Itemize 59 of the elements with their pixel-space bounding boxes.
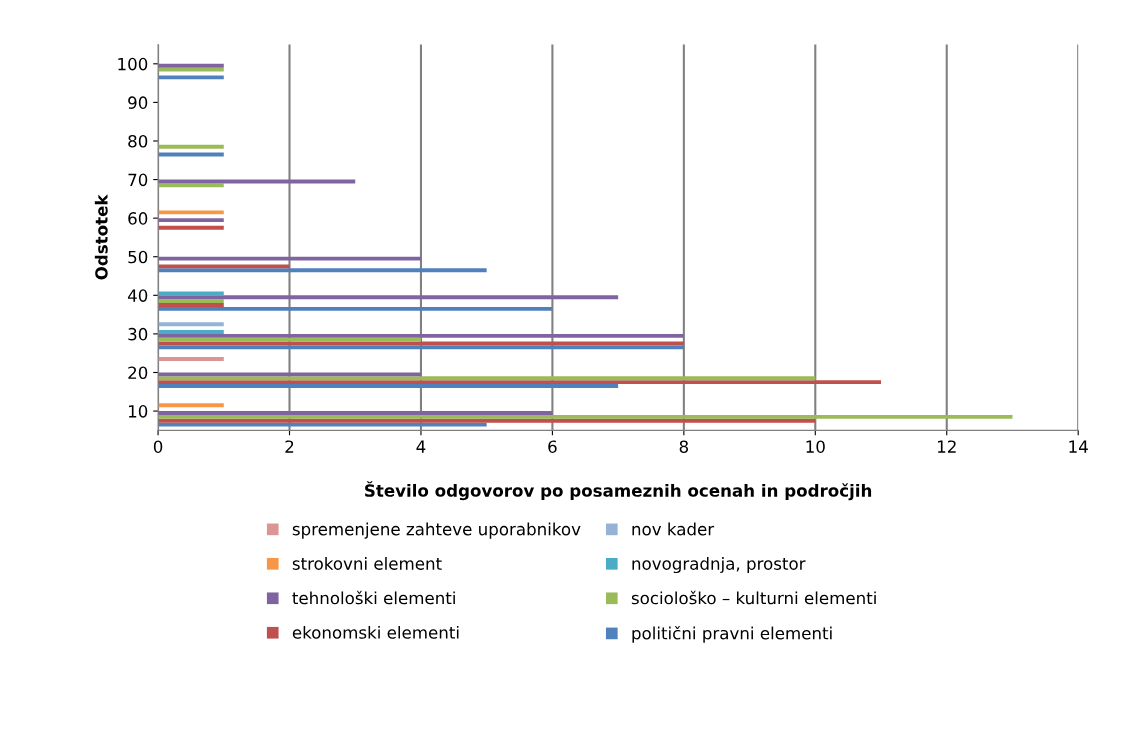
legend-label: nov kader: [632, 522, 715, 536]
x-tick-label: 0: [153, 440, 163, 453]
bar: [158, 384, 619, 388]
y-tick-label: 80: [128, 134, 148, 148]
legend-label: spremenjene zahteve uporabnikov: [292, 522, 581, 539]
bar: [158, 333, 684, 338]
bar: [158, 380, 882, 385]
y-tick-label: 30: [128, 327, 148, 341]
x-tick-label: 14: [1069, 440, 1088, 453]
bar: [158, 330, 224, 334]
bar: [158, 422, 487, 427]
y-axis-title: Odstotek: [94, 194, 108, 280]
legend-label: politični pravni elementi: [632, 625, 832, 643]
bar: [158, 218, 224, 223]
legend-label: tehnološki elementi: [292, 590, 455, 605]
bar: [158, 75, 224, 80]
bar: [158, 376, 816, 381]
bar: [158, 144, 224, 149]
bar: [158, 418, 816, 423]
bar: [158, 372, 421, 377]
bar: [158, 403, 224, 408]
bar: [158, 357, 224, 361]
bar: [158, 183, 224, 188]
bar: [158, 210, 224, 215]
y-tick-label: 40: [127, 289, 148, 302]
bar: [158, 345, 684, 350]
bar: [158, 268, 487, 273]
bar: [158, 299, 224, 304]
x-axis-title: Število odgovorov po posameznih ocenah in področjih: [365, 481, 872, 501]
x-tick-label: 6: [548, 440, 557, 453]
x-tick-label: 8: [679, 440, 689, 453]
legend-label: sociološko – kulturni elementi: [631, 590, 876, 605]
bar: [158, 337, 421, 342]
x-tick-label: 12: [937, 440, 956, 453]
x-tick-label: 4: [416, 440, 426, 453]
bar: [158, 306, 553, 311]
bar: [158, 322, 224, 327]
y-tick-label: 60: [128, 212, 148, 225]
bar: [158, 63, 224, 68]
y-tick-label: 20: [128, 366, 148, 380]
legend-label: ekonomski elementi: [292, 625, 459, 639]
bar: [158, 225, 224, 230]
bar: [158, 291, 224, 296]
y-tick-label: 10: [128, 405, 148, 418]
legend-label: strokovni element: [292, 556, 442, 570]
legend-label: novogradnja, prostor: [632, 556, 806, 574]
bar: [158, 414, 1013, 419]
bar: [158, 67, 224, 72]
bar: [158, 411, 553, 415]
y-tick-label: 90: [128, 96, 148, 109]
bar: [158, 303, 224, 307]
y-tick-label: 100: [118, 57, 148, 71]
bar: [158, 256, 421, 261]
x-tick-label: 2: [285, 440, 294, 453]
x-tick-label: 10: [806, 440, 825, 453]
y-tick-label: 70: [128, 173, 148, 187]
y-tick-label: 50: [128, 250, 148, 264]
bar: [158, 264, 290, 269]
bar: [158, 295, 619, 300]
